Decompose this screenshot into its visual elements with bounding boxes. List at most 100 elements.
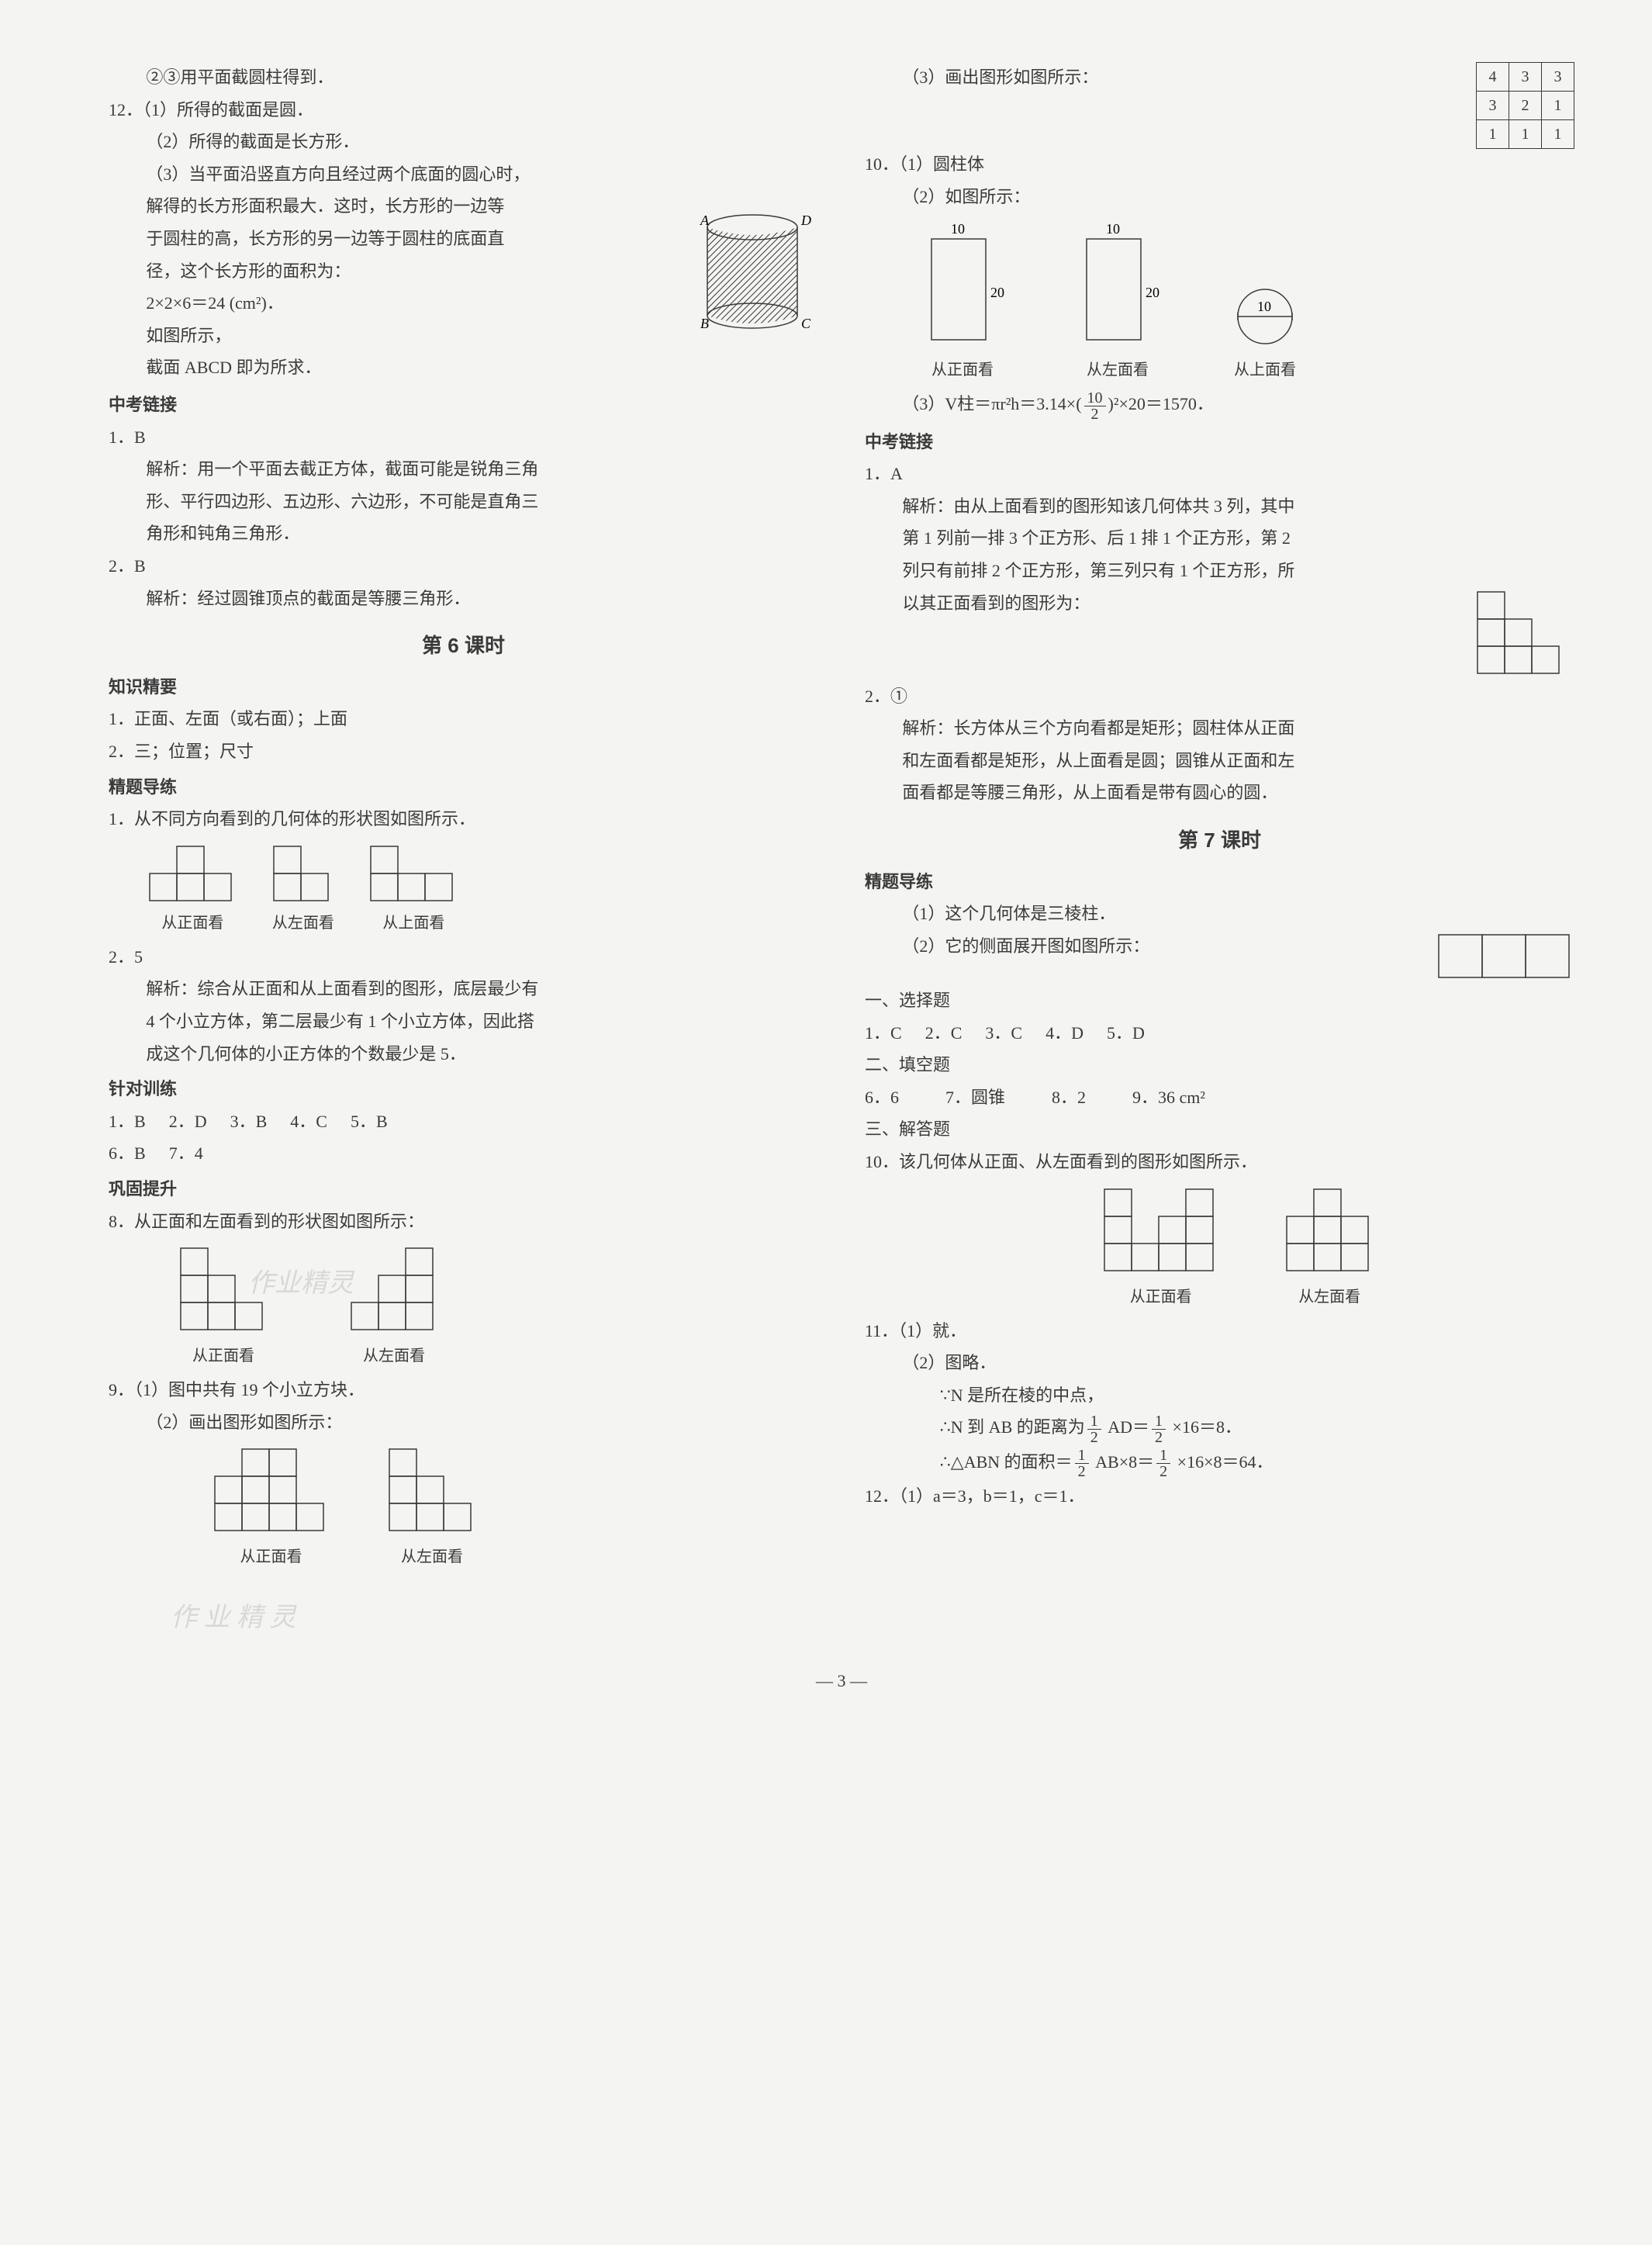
text: ∴△ABN 的面积＝12 AB×8＝12 ×16×8＝64． <box>865 1447 1574 1479</box>
text: 成这个几何体的小正方体的个数最少是 5． <box>109 1039 818 1070</box>
section-heading: 精题导练 <box>865 867 1574 898</box>
label-b: B <box>700 316 709 331</box>
unfold-figure <box>1435 931 1574 985</box>
text: 列只有前排 2 个正方形，第三列只有 1 个正方形，所 <box>865 555 1574 586</box>
watermark: 作 业 精 灵 <box>171 1594 818 1641</box>
text: （2）图略． <box>865 1347 1574 1378</box>
text: 2．B <box>109 551 818 582</box>
text: （3）当平面沿竖直方向且经过两个底面的圆心时， <box>109 159 671 190</box>
svg-text:10: 10 <box>1257 299 1271 314</box>
section-heading: 中考链接 <box>109 389 818 420</box>
text: 解得的长方形面积最大．这时，长方形的一边等 <box>109 191 671 222</box>
text: （2）画出图形如图所示： <box>109 1407 818 1438</box>
views-figure-1: 从正面看 从左面看 从上面看 <box>146 842 818 937</box>
svg-text:10: 10 <box>1106 221 1120 237</box>
text: 1．从不同方向看到的几何体的形状图如图所示． <box>109 804 818 835</box>
answer-row: 6．67．圆锥8．29．36 cm² <box>865 1082 1574 1113</box>
answer-row: 1．B2．D3．B4．C5．B <box>109 1106 818 1137</box>
text: 10．（1）圆柱体 <box>865 149 1574 180</box>
caption: 从上面看 <box>1234 356 1296 384</box>
text: 和左面看都是矩形，从上面看是圆；圆锥从正面和左 <box>865 745 1574 777</box>
caption: 从左面看 <box>363 1342 425 1370</box>
text: 2．三；位置；尺寸 <box>109 736 818 767</box>
text: 解析：用一个平面去截正方体，截面可能是锐角三角 <box>109 454 818 485</box>
text: ∴N 到 AB 的距离为12 AD＝12 ×16＝8． <box>865 1412 1574 1444</box>
text: 4 个小立方体，第二层最少有 1 个小立方体，因此搭 <box>109 1006 818 1037</box>
caption: 从上面看 <box>382 909 444 937</box>
caption: 从正面看 <box>161 909 223 937</box>
text: （2）如图所示： <box>865 182 1574 213</box>
svg-text:20: 20 <box>1146 285 1160 300</box>
caption: 从左面看 <box>401 1543 463 1571</box>
text: 2×2×6＝24 (cm²)． <box>109 288 671 319</box>
text: 11．（1）就． <box>865 1316 1574 1347</box>
q12-3-block: （3）当平面沿竖直方向且经过两个底面的圆心时， 解得的长方形面积最大．这时，长方… <box>109 159 818 385</box>
text: 角形和钝角三角形． <box>109 518 818 549</box>
caption: 从正面看 <box>1130 1283 1192 1311</box>
text: ②③用平面截圆柱得到． <box>109 62 818 93</box>
caption: 从左面看 <box>1298 1283 1360 1311</box>
right-column: （3）画出图形如图所示： 433 321 111 10．（1）圆柱体 （2）如图… <box>865 62 1574 1642</box>
views-figure-4: 从正面看 从左面看 <box>902 1185 1574 1311</box>
caption: 从左面看 <box>272 909 334 937</box>
text: 形、平行四边形、五边形、六边形，不可能是直角三 <box>109 486 818 517</box>
lesson-heading: 第 6 课时 <box>109 628 818 664</box>
text: 解析：长方体从三个方向看都是矩形；圆柱体从正面 <box>865 713 1574 744</box>
page-number: — 3 — <box>109 1666 1574 1697</box>
label-d: D <box>800 213 811 228</box>
views-figure-3: 从正面看 从左面看 <box>211 1445 818 1571</box>
text: 8．从正面和左面看到的形状图如图所示： <box>109 1206 818 1237</box>
section-heading: 二、填空题 <box>865 1050 1574 1081</box>
text: （3）画出图形如图所示： <box>865 62 1460 93</box>
caption: 从正面看 <box>240 1543 302 1571</box>
section-heading: 中考链接 <box>865 427 1574 458</box>
answer-row: 6．B7．4 <box>109 1138 818 1169</box>
section-heading: 针对训练 <box>109 1074 818 1105</box>
caption: 从正面看 <box>931 356 994 384</box>
caption: 从正面看 <box>192 1342 254 1370</box>
text: 2．① <box>865 681 1574 712</box>
cylinder-views: 10 20 从正面看 10 20 从左面看 <box>916 220 1574 384</box>
text: 于圆柱的高，长方形的另一边等于圆柱的底面直 <box>109 223 671 254</box>
q3-block: （3）画出图形如图所示： 433 321 111 <box>865 62 1574 149</box>
text: ∵N 是所在棱的中点， <box>865 1380 1574 1411</box>
text: 解析：由从上面看到的图形知该几何体共 3 列，其中 <box>865 491 1574 522</box>
lesson-heading: 第 7 课时 <box>865 822 1574 859</box>
jt-b-row: （2）它的侧面展开图如图所示： <box>865 931 1574 985</box>
section-heading: 精题导练 <box>109 772 818 803</box>
text: （1）这个几何体是三棱柱． <box>865 898 1574 929</box>
text: 截面 ABCD 即为所求． <box>109 352 671 383</box>
section-heading: 三、解答题 <box>865 1114 1574 1145</box>
section-heading: 知识精要 <box>109 672 818 703</box>
text: 1．A <box>865 458 1574 489</box>
text: （2）它的侧面展开图如图所示： <box>865 931 1419 962</box>
text: 12．（1）所得的截面是圆． <box>109 95 818 126</box>
text: 1．正面、左面（或右面）；上面 <box>109 704 818 735</box>
cylinder-figure: A D B C <box>686 159 818 337</box>
section-heading: 一、选择题 <box>865 985 1574 1016</box>
text: 10．该几何体从正面、从左面看到的图形如图所示． <box>865 1147 1574 1178</box>
caption: 从左面看 <box>1087 356 1149 384</box>
watermark: 作业精灵 <box>248 1260 354 1307</box>
svg-text:20: 20 <box>990 285 1004 300</box>
text: （3）V柱＝πr²h＝3.14×(102)²×20＝1570． <box>865 389 1574 421</box>
text: 9．（1）图中共有 19 个小立方块． <box>109 1375 818 1406</box>
text: 以其正面看到的图形为： <box>865 588 1458 619</box>
text: 面看都是等腰三角形，从上面看是带有圆心的圆． <box>865 777 1574 808</box>
text: 如图所示， <box>109 320 671 351</box>
text: 解析：经过圆锥顶点的截面是等腰三角形． <box>109 583 818 614</box>
left-column: ②③用平面截圆柱得到． 12．（1）所得的截面是圆． （2）所得的截面是长方形．… <box>109 62 818 1642</box>
text: 1．B <box>109 422 818 453</box>
text: 解析：综合从正面和从上面看到的图形，底层最少有 <box>109 974 818 1005</box>
text: 径，这个长方形的面积为： <box>109 256 671 287</box>
shape-figure <box>1474 588 1574 681</box>
svg-text:10: 10 <box>951 221 965 237</box>
text: 2．5 <box>109 942 818 973</box>
label-a: A <box>700 213 710 228</box>
text: 第 1 列前一排 3 个正方形、后 1 排 1 个正方形，第 2 <box>865 523 1574 554</box>
number-table: 433 321 111 <box>1476 62 1574 149</box>
label-c: C <box>801 316 811 331</box>
answer-row: 1．C2．C3．C4．D5．D <box>865 1018 1574 1049</box>
text: （2）所得的截面是长方形． <box>109 126 818 157</box>
zk1-exp4-row: 以其正面看到的图形为： <box>865 588 1574 681</box>
